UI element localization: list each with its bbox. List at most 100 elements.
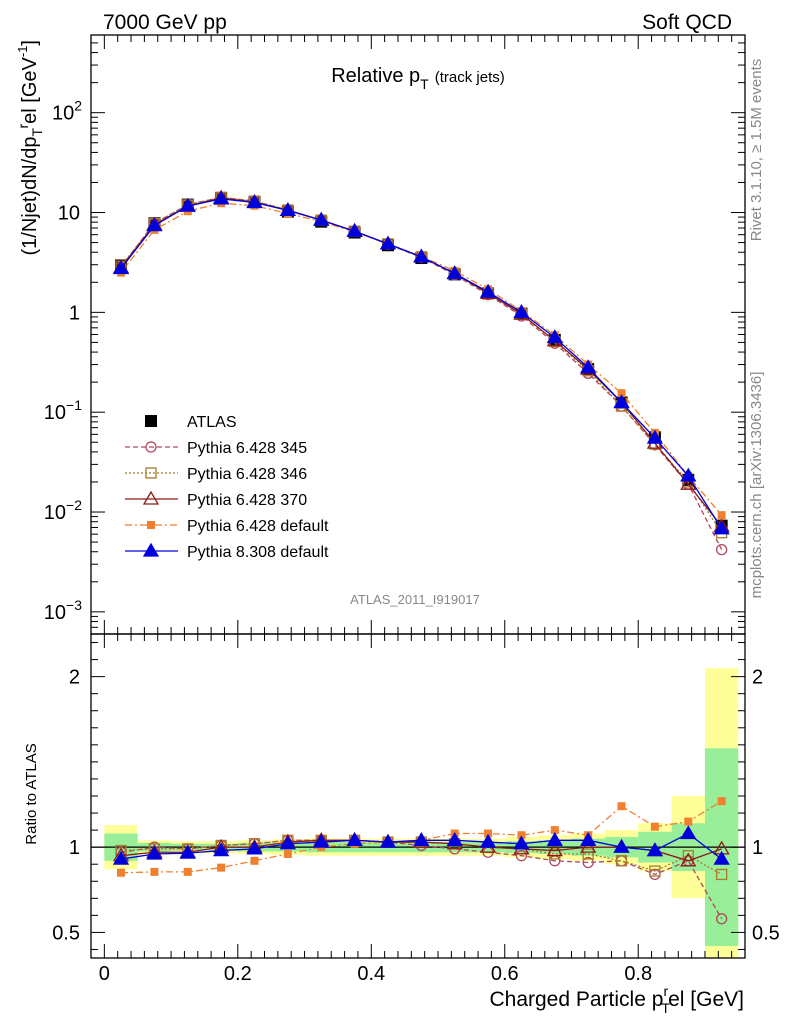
analysis-label: ATLAS_2011_I919017 bbox=[350, 592, 480, 607]
data-point bbox=[179, 197, 196, 212]
ratio-y-tick-label-right: 0.5 bbox=[752, 922, 780, 944]
ratio-point bbox=[313, 833, 330, 848]
ratio-point bbox=[217, 863, 226, 872]
ratio-point bbox=[179, 844, 196, 859]
legend-entry: ATLAS bbox=[187, 414, 237, 431]
x-tick-label: 0.8 bbox=[624, 963, 652, 985]
data-point bbox=[580, 359, 597, 374]
legend: ATLAS Pythia 6.428 345 Pythia 6.428 346 Pyt… bbox=[125, 414, 329, 561]
ratio-point bbox=[546, 832, 563, 846]
ratio-point bbox=[346, 832, 363, 846]
legend-marker bbox=[147, 521, 155, 529]
series-pythia-8-308-default bbox=[112, 190, 730, 535]
data-point bbox=[313, 211, 330, 226]
ratio-point bbox=[680, 852, 697, 867]
header-left: 7000 GeV pp bbox=[103, 11, 227, 34]
ylabel-part-a: (1/Njet)dN/dp bbox=[19, 137, 41, 256]
x-tick-label: 0.4 bbox=[357, 963, 385, 985]
y-tick-base: 1 bbox=[69, 302, 80, 324]
ratio-point bbox=[582, 848, 594, 860]
ylabel-part-f: ] bbox=[19, 40, 41, 46]
ratio-point bbox=[515, 850, 528, 862]
ratio-point bbox=[715, 868, 728, 881]
xlabel-part-c: r bbox=[663, 983, 668, 999]
ratio-point bbox=[580, 838, 597, 853]
y-tick-label: 102 bbox=[52, 98, 82, 125]
ratio-point bbox=[513, 835, 530, 850]
series-pythia-6-428-346 bbox=[115, 191, 728, 539]
main-title-text: Relative p bbox=[331, 65, 420, 87]
ratio-y-tick-label: 0.5 bbox=[52, 922, 80, 944]
data-point bbox=[279, 202, 296, 217]
ratio-point bbox=[517, 831, 526, 840]
legend-marker bbox=[142, 490, 160, 505]
ylabel-part-e: -1 bbox=[15, 46, 30, 58]
y-tick-base: 10 bbox=[58, 203, 80, 225]
legend-entry: Pythia 8.308 default bbox=[187, 544, 329, 561]
ratio-point bbox=[379, 833, 397, 848]
y-tick-exponent: 2 bbox=[74, 98, 82, 114]
ylabel-part-d: el [GeV bbox=[19, 56, 41, 123]
data-point bbox=[413, 248, 430, 263]
data-point bbox=[717, 511, 726, 520]
legend-marker bbox=[142, 542, 160, 557]
data-point bbox=[646, 429, 664, 444]
ratio-point bbox=[213, 842, 230, 857]
source-label: mcplots.cern.ch [arXiv:1306.3436] bbox=[748, 372, 765, 599]
legend-marker bbox=[145, 441, 157, 453]
data-point bbox=[479, 283, 497, 298]
x-tick-label: 0 bbox=[99, 963, 110, 985]
ratio-point bbox=[479, 833, 497, 848]
y-tick-label: 1 bbox=[69, 302, 80, 324]
ratio-point bbox=[250, 856, 259, 865]
xlabel-part-b: T bbox=[661, 1000, 670, 1016]
main-ylabel: (1/Njet)dN/dpTrel [GeV-1] bbox=[15, 40, 45, 255]
data-point bbox=[546, 329, 563, 344]
y-tick-exponent: −3 bbox=[66, 597, 82, 613]
data-point bbox=[246, 194, 263, 209]
data-point bbox=[715, 543, 728, 556]
y-tick-base: 10 bbox=[44, 402, 66, 424]
ratio-point bbox=[549, 848, 561, 860]
y-tick-label: 10−3 bbox=[44, 597, 82, 624]
ratio-point bbox=[713, 850, 730, 865]
legend-entry: Pythia 6.428 default bbox=[187, 518, 329, 535]
rivet-label: Rivet 3.1.10, ≥ 1.5M events bbox=[748, 59, 765, 242]
ratio-point bbox=[717, 797, 726, 806]
data-point bbox=[680, 467, 697, 482]
y-tick-label: 10−1 bbox=[44, 397, 82, 424]
y-tick-base: 10 bbox=[44, 502, 66, 524]
ylabel-part-b: T bbox=[29, 128, 45, 137]
ratio-point bbox=[715, 913, 728, 925]
ratio-y-tick-label-right: 1 bbox=[752, 837, 763, 859]
y-tick-exponent: −1 bbox=[66, 397, 82, 413]
ratio-point bbox=[112, 850, 130, 865]
data-point bbox=[680, 475, 697, 490]
ratio-point bbox=[646, 842, 664, 857]
main-title-suffix: (track jets) bbox=[435, 69, 505, 86]
y-tick-base: 10 bbox=[44, 602, 66, 624]
ratio-point bbox=[680, 825, 697, 840]
ratio-point bbox=[650, 822, 659, 831]
ratio-point bbox=[684, 817, 693, 826]
legend-entry: Pythia 6.428 370 bbox=[187, 492, 307, 509]
ratio-point bbox=[613, 838, 630, 853]
data-point bbox=[146, 217, 163, 232]
ratio-point bbox=[484, 829, 493, 838]
ratio-y-tick-label: 1 bbox=[69, 837, 80, 859]
ratio-panel: 0.5 0.5 1 1 2 2 0 0.2 0.4 0.6 0.8 bbox=[52, 35, 780, 985]
header-right: Soft QCD bbox=[642, 11, 732, 34]
x-axis-label: Charged Particle pTrel [GeV] bbox=[489, 983, 744, 1016]
ratio-point bbox=[615, 855, 628, 867]
legend-entry: Pythia 6.428 346 bbox=[187, 466, 307, 483]
ratio-series-pythia-8-308-default bbox=[112, 825, 730, 865]
xlabel-part-d: el [GeV] bbox=[668, 988, 744, 1011]
data-point bbox=[613, 394, 630, 409]
data-point bbox=[617, 389, 626, 398]
ratio-point bbox=[279, 835, 296, 850]
ratio-point bbox=[413, 832, 430, 846]
ratio-point bbox=[283, 849, 292, 858]
ratio-point bbox=[446, 832, 463, 846]
